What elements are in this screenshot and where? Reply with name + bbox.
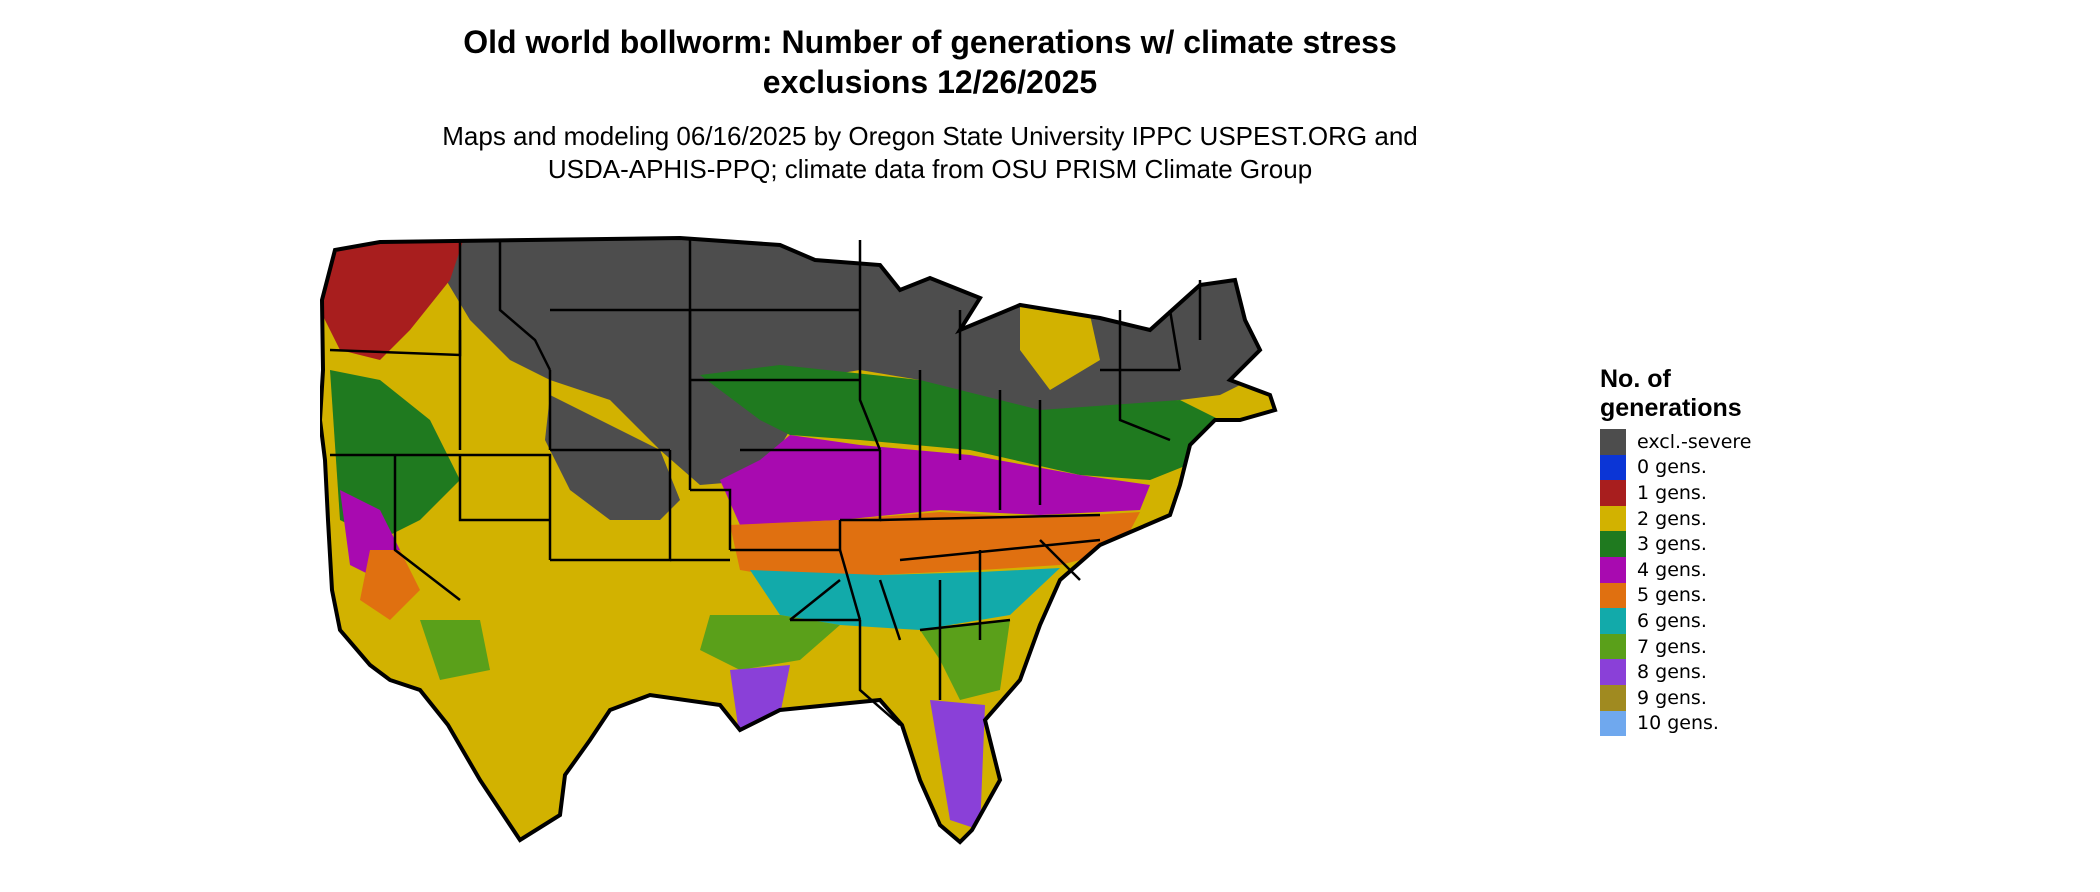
us-map-svg	[320, 236, 1277, 844]
map-title-line-2: exclusions 12/26/2025	[762, 64, 1098, 100]
legend-item-4-gens: 4 gens.	[1600, 556, 1860, 583]
legend-item-7-gens: 7 gens.	[1600, 633, 1860, 660]
legend-title-line-2: generations	[1600, 394, 1742, 422]
zone-5-gens-south	[730, 512, 1140, 580]
legend-title: No. of generations	[1600, 365, 1860, 423]
legend-label: 3 gens.	[1637, 533, 1707, 556]
legend-label: 8 gens.	[1637, 661, 1707, 684]
zone-6-gens-gulf	[750, 568, 1060, 630]
zone-excl-severe-north	[410, 238, 1275, 485]
legend-label: 1 gens.	[1637, 481, 1707, 504]
legend-swatch	[1600, 582, 1626, 609]
legend-label: 9 gens.	[1637, 686, 1707, 709]
legend-item-1-gens: 1 gens.	[1600, 480, 1860, 506]
zone-8-gens-florida	[930, 700, 985, 830]
legend-label: 10 gens.	[1637, 712, 1719, 735]
legend-swatch	[1600, 608, 1626, 634]
legend-swatch	[1600, 684, 1626, 711]
legend-swatch	[1600, 429, 1626, 455]
zone-7-gens-texas	[700, 615, 840, 670]
map-title-line-1: Old world bollworm: Number of generation…	[463, 24, 1397, 60]
map-title: Old world bollworm: Number of generation…	[0, 22, 1860, 102]
legend-item-2-gens: 2 gens.	[1600, 505, 1860, 532]
zone-4-gens-central	[720, 435, 1150, 525]
legend-swatch	[1600, 454, 1626, 481]
legend-item-6-gens: 6 gens.	[1600, 608, 1860, 634]
legend-label: 2 gens.	[1637, 507, 1707, 530]
legend-item-excl-severe: excl.-severe	[1600, 429, 1860, 455]
legend-item-9-gens: 9 gens.	[1600, 684, 1860, 711]
legend-label: excl.-severe	[1637, 430, 1752, 453]
legend-label: 4 gens.	[1637, 558, 1707, 581]
zone-7-gens-arizona	[420, 620, 490, 680]
legend-item-10-gens: 10 gens.	[1600, 710, 1860, 737]
legend-swatch	[1600, 505, 1626, 532]
legend-title-line-1: No. of	[1600, 365, 1671, 393]
legend-item-8-gens: 8 gens.	[1600, 659, 1860, 685]
map-subtitle-line-2: USDA-APHIS-PPQ; climate data from OSU PR…	[547, 154, 1313, 184]
legend-items: excl.-severe 0 gens. 1 gens. 2 gens. 3 g…	[1600, 429, 1860, 737]
map-subtitle-line-1: Maps and modeling 06/16/2025 by Oregon S…	[442, 121, 1418, 151]
zone-5-gens-california	[360, 550, 420, 620]
legend-item-0-gens: 0 gens.	[1600, 454, 1860, 481]
zone-excl-severe-rockies	[545, 395, 680, 520]
legend-swatch	[1600, 710, 1626, 737]
us-generations-map	[320, 220, 1570, 890]
legend-label: 5 gens.	[1637, 584, 1707, 607]
legend-label: 7 gens.	[1637, 635, 1707, 658]
zone-7-gens-florida	[920, 620, 1010, 700]
legend-swatch	[1600, 659, 1626, 685]
legend-label: 0 gens.	[1637, 456, 1707, 479]
legend-item-3-gens: 3 gens.	[1600, 531, 1860, 557]
legend-swatch	[1600, 633, 1626, 660]
legend-swatch	[1600, 480, 1626, 506]
legend-swatch	[1600, 556, 1626, 583]
zone-1-gens-northwest	[320, 238, 470, 360]
generation-zones	[320, 238, 1275, 842]
legend-label: 6 gens.	[1637, 609, 1707, 632]
legend-swatch	[1600, 531, 1626, 557]
legend: No. of generations excl.-severe 0 gens. …	[1600, 365, 1860, 737]
legend-item-5-gens: 5 gens.	[1600, 582, 1860, 609]
state-boundaries	[329, 240, 1202, 726]
map-subtitle: Maps and modeling 06/16/2025 by Oregon S…	[0, 120, 1860, 186]
